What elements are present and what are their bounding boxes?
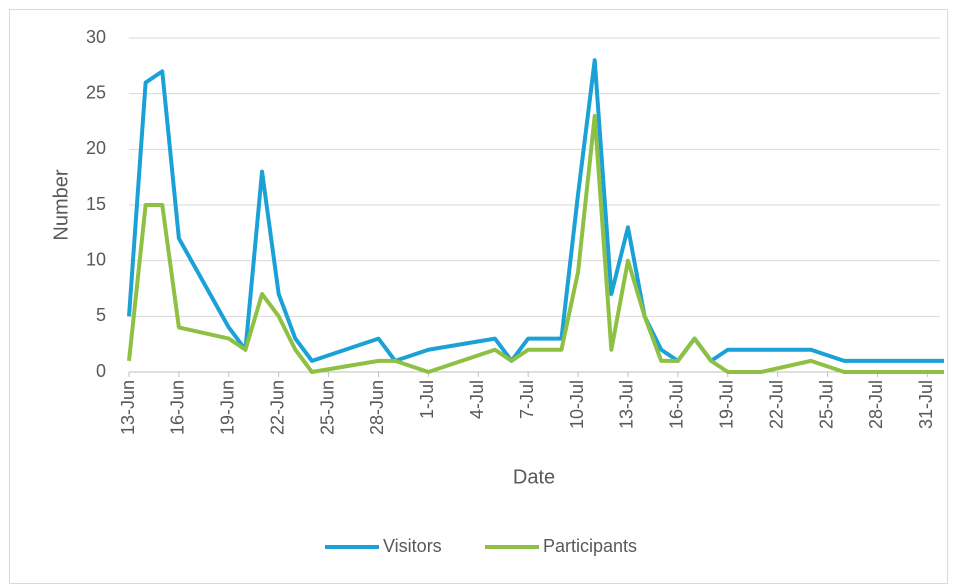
chart-border <box>9 9 948 584</box>
x-tick-label: 25-Jun <box>317 380 337 435</box>
x-tick-label: 28-Jun <box>367 380 387 435</box>
x-tick-label: 13-Jun <box>118 380 138 435</box>
x-axis-title: Date <box>513 466 555 488</box>
x-tick-label: 22-Jun <box>267 380 287 435</box>
x-tick-label: 25-Jul <box>816 380 836 429</box>
x-tick-label: 19-Jun <box>218 380 238 435</box>
x-tick-label: 31-Jul <box>916 380 936 429</box>
y-tick-label: 15 <box>86 194 106 214</box>
y-tick-label: 25 <box>86 82 106 102</box>
x-tick-label: 28-Jul <box>866 380 886 429</box>
x-tick-label: 22-Jul <box>766 380 786 429</box>
legend-label: Visitors <box>383 536 442 556</box>
y-tick-label: 20 <box>86 138 106 158</box>
y-axis-title: Number <box>50 169 72 240</box>
y-tick-label: 30 <box>86 27 106 47</box>
series-line <box>127 113 944 374</box>
x-tick-label: 1-Jul <box>417 380 437 419</box>
x-tick-label: 4-Jul <box>467 380 487 419</box>
y-tick-label: 10 <box>86 249 106 269</box>
x-tick-label: 10-Jul <box>567 380 587 429</box>
x-tick-label: 13-Jul <box>617 380 637 429</box>
y-tick-label: 0 <box>96 361 106 381</box>
x-tick-label: 7-Jul <box>517 380 537 419</box>
legend-label: Participants <box>543 536 637 556</box>
x-tick-label: 16-Jul <box>667 380 687 429</box>
x-tick-label: 16-Jun <box>168 380 188 435</box>
x-tick-label: 19-Jul <box>717 380 737 429</box>
y-tick-label: 5 <box>96 305 106 325</box>
